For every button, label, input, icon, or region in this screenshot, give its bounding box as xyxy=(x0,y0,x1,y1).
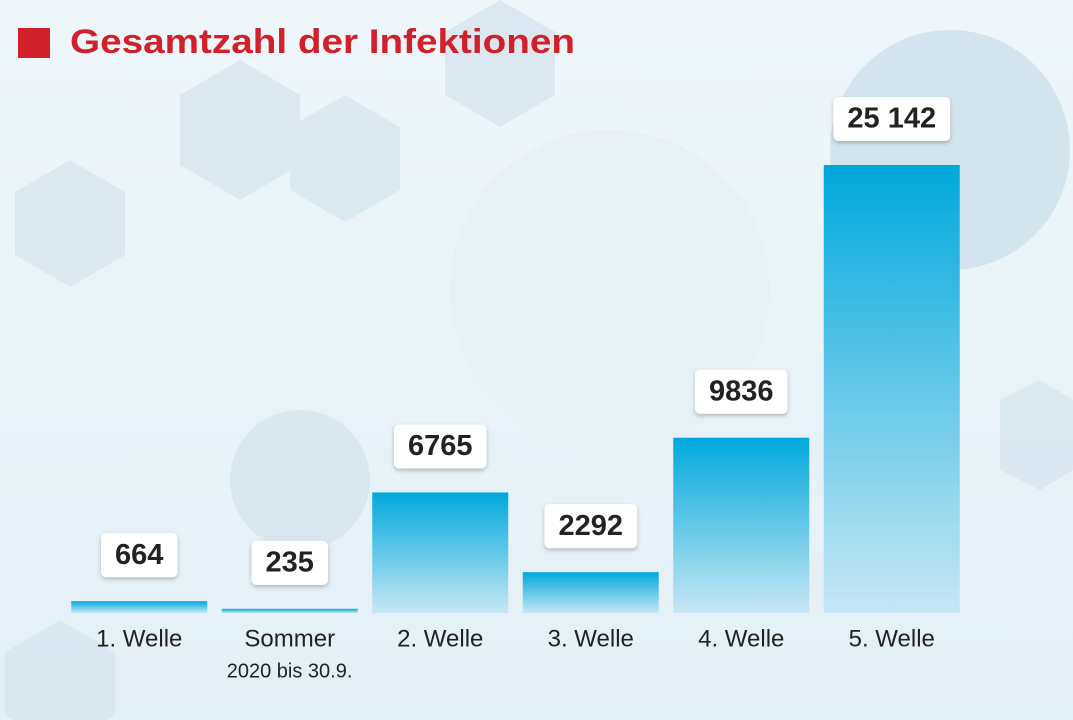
x-tick-label: 4. Welle xyxy=(698,625,784,652)
value-label: 9836 xyxy=(694,369,788,414)
value-label: 664 xyxy=(101,533,178,578)
value-label-text: 235 xyxy=(266,546,314,578)
value-label-box xyxy=(101,533,178,578)
value-label-box xyxy=(544,504,638,549)
x-tick-label: 3. Welle xyxy=(548,625,634,652)
value-label-text: 664 xyxy=(115,539,163,571)
value-label-text: 6765 xyxy=(408,430,473,462)
x-tick-label: 1. Welle xyxy=(96,625,182,652)
bar xyxy=(221,608,358,613)
value-label: 6765 xyxy=(393,424,487,469)
value-label: 235 xyxy=(251,540,328,585)
chart-title: Gesamtzahl der Infektionen xyxy=(70,23,575,61)
bar xyxy=(823,165,960,613)
value-label: 2292 xyxy=(544,504,638,549)
title-marker xyxy=(18,28,50,58)
value-label-text: 25 142 xyxy=(847,103,936,135)
value-label-text: 9836 xyxy=(709,375,774,407)
value-label-box xyxy=(393,424,487,469)
category-note: 2020 bis 30.9. xyxy=(227,660,353,682)
bar xyxy=(522,572,659,613)
bar xyxy=(372,492,509,613)
value-label: 25 142 xyxy=(833,97,951,141)
value-label-box xyxy=(833,97,951,141)
value-label-box xyxy=(694,369,788,414)
x-tick-label: 5. Welle xyxy=(849,625,935,652)
x-tick-label: 2. Welle xyxy=(397,625,483,652)
x-tick-label: Sommer xyxy=(244,625,335,652)
bar xyxy=(673,437,810,613)
bar xyxy=(71,601,208,613)
value-label-box xyxy=(251,540,328,585)
value-label-text: 2292 xyxy=(558,510,623,542)
